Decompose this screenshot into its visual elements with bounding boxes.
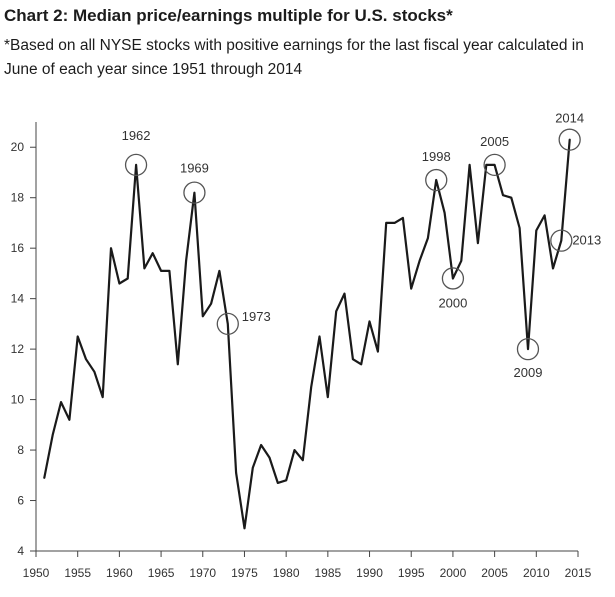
annotation-circle-1962 bbox=[124, 153, 148, 177]
annotation-circle-1998 bbox=[425, 168, 448, 192]
y-tick-label: 8 bbox=[17, 443, 24, 457]
x-tick-label: 1975 bbox=[231, 566, 258, 580]
annotation-label-1973: 1973 bbox=[242, 309, 271, 324]
chart-subtitle: *Based on all NYSE stocks with positive … bbox=[4, 37, 584, 78]
annotation-label-2009: 2009 bbox=[514, 365, 543, 380]
x-tick-label: 1955 bbox=[64, 566, 91, 580]
annotation-circle-2013 bbox=[550, 229, 573, 252]
annotation-circle-1969 bbox=[183, 181, 206, 204]
annotation-label-1969: 1969 bbox=[180, 161, 209, 176]
annotation-label-1998: 1998 bbox=[422, 149, 451, 164]
x-tick-label: 1950 bbox=[23, 566, 50, 580]
annotation-circle-1973 bbox=[216, 312, 239, 336]
annotation-circle-2014 bbox=[558, 128, 581, 151]
x-tick-label: 1980 bbox=[273, 566, 300, 580]
y-tick-label: 6 bbox=[17, 494, 24, 508]
y-tick-label: 12 bbox=[11, 342, 25, 356]
x-tick-label: 1985 bbox=[314, 566, 341, 580]
y-tick-label: 10 bbox=[11, 393, 25, 407]
x-tick-label: 1995 bbox=[398, 566, 425, 580]
x-tick-label: 2000 bbox=[440, 566, 467, 580]
y-tick-label: 16 bbox=[11, 241, 25, 255]
annotation-circle-2005 bbox=[483, 153, 506, 177]
x-tick-label: 1965 bbox=[148, 566, 175, 580]
x-tick-label: 1990 bbox=[356, 566, 383, 580]
annotation-label-2000: 2000 bbox=[438, 295, 467, 310]
x-tick-label: 1960 bbox=[106, 566, 133, 580]
annotation-label-1962: 1962 bbox=[122, 128, 151, 143]
x-tick-label: 2015 bbox=[565, 566, 592, 580]
annotation-circle-2009 bbox=[516, 337, 540, 361]
x-tick-label: 1970 bbox=[189, 566, 216, 580]
annotation-label-2013: 2013 bbox=[572, 233, 601, 248]
y-tick-label: 18 bbox=[11, 191, 25, 205]
y-tick-label: 20 bbox=[11, 140, 25, 154]
chart-title: Chart 2: Median price/earnings multiple … bbox=[4, 6, 453, 25]
x-tick-label: 2010 bbox=[523, 566, 550, 580]
x-tick-label: 2005 bbox=[481, 566, 508, 580]
y-tick-label: 4 bbox=[17, 544, 24, 558]
annotation-label-2005: 2005 bbox=[480, 134, 509, 149]
y-tick-label: 14 bbox=[11, 292, 25, 306]
series-line bbox=[43, 138, 571, 530]
annotation-label-2014: 2014 bbox=[555, 111, 584, 126]
annotation-circle-2000 bbox=[441, 267, 465, 290]
